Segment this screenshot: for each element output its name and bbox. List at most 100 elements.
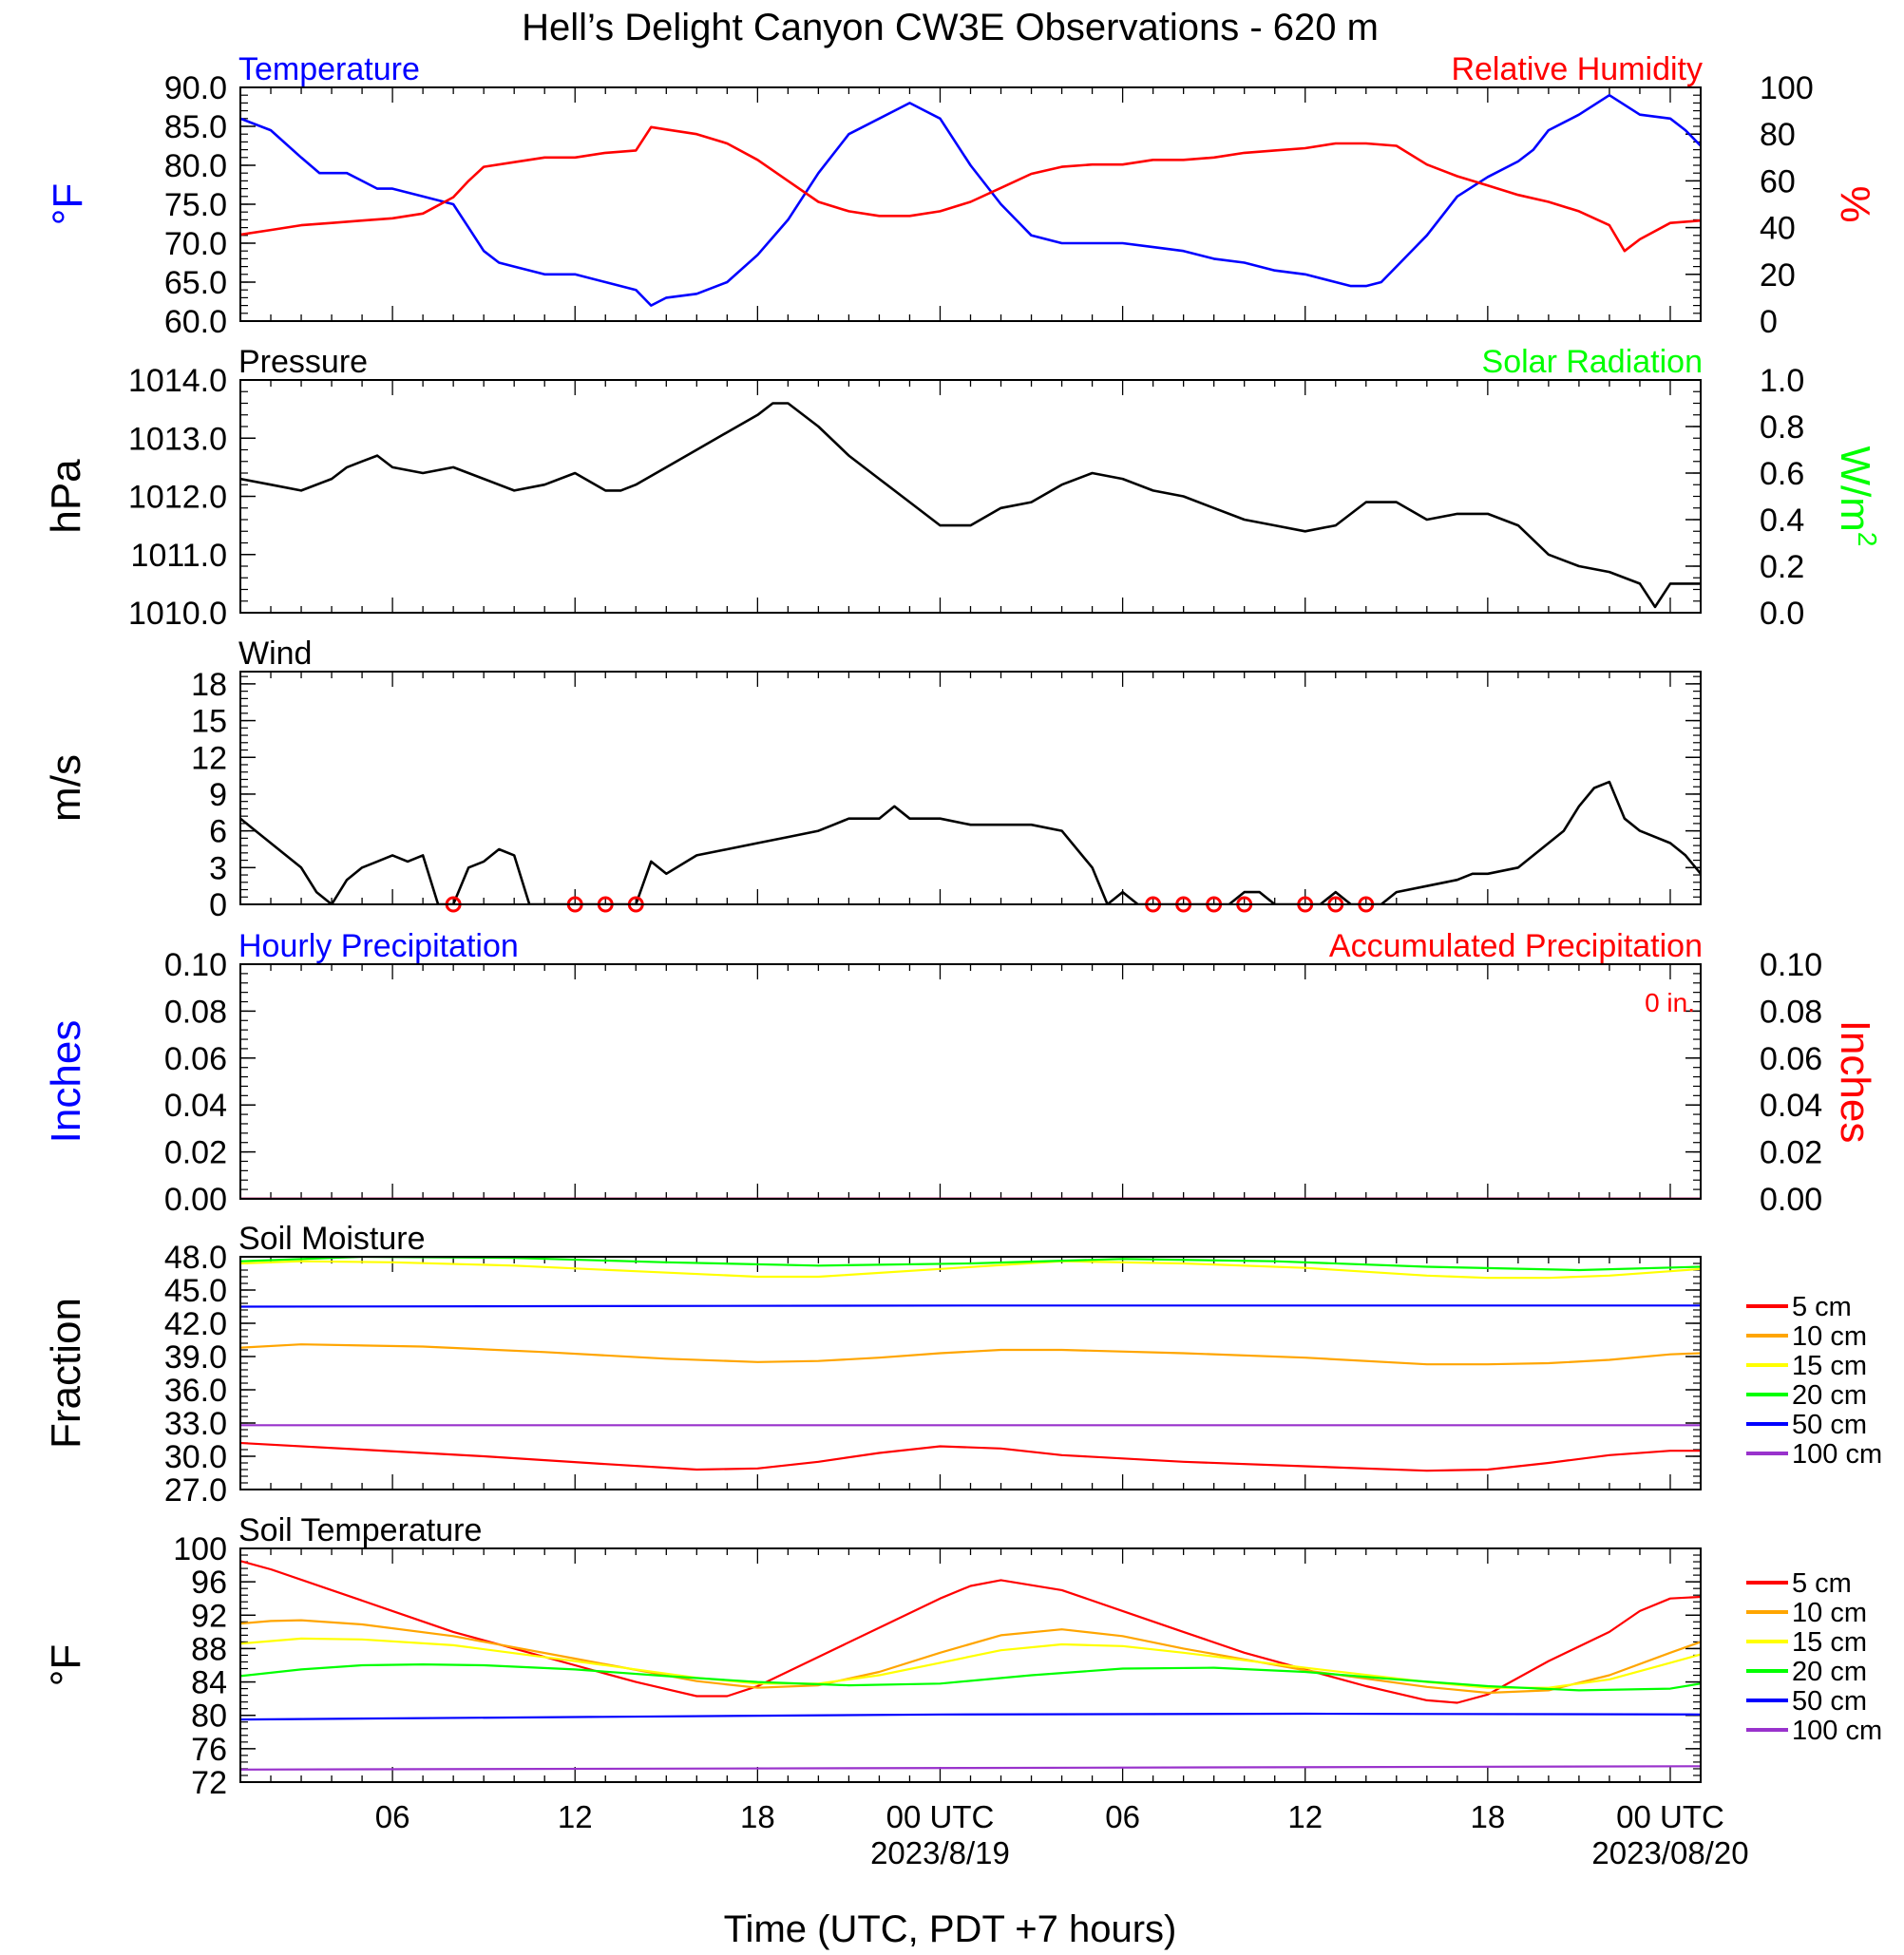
y-tick-label-right: 0.02 — [1760, 1135, 1822, 1171]
y-axis-label-right: % — [1832, 185, 1878, 222]
y-axis-label-left: hPa — [43, 459, 89, 534]
series-100-cm — [240, 1765, 1701, 1771]
legend-label: 100 cm — [1792, 1439, 1882, 1470]
y-tick-label-right: 0.6 — [1760, 456, 1804, 492]
y-tick-label-right: 0.10 — [1760, 947, 1822, 983]
y-tick-label-left: 80 — [191, 1699, 227, 1735]
y-tick-label-left: 42.0 — [164, 1306, 227, 1342]
y-tick-label-left: 70.0 — [164, 226, 227, 262]
y-axis-label-left: Fraction — [43, 1298, 89, 1449]
legend-label: 5 cm — [1792, 1568, 1852, 1599]
figure-title: Hell’s Delight Canyon CW3E Observations … — [522, 7, 1379, 48]
y-tick-label-left: 92 — [191, 1598, 227, 1634]
y-tick-label-left: 36.0 — [164, 1373, 227, 1409]
x-tick-label: 18 — [1470, 1799, 1505, 1834]
y-tick-label-right: 0.2 — [1760, 549, 1804, 585]
series-relative-humidity — [240, 125, 1701, 253]
y-tick-label-left: 1012.0 — [128, 480, 227, 516]
y-tick-label-left: 85.0 — [164, 109, 227, 145]
y-tick-label-left: 88 — [191, 1631, 227, 1667]
series-wind-speed — [240, 780, 1701, 904]
y-axis-label-right: W/m2 — [1832, 446, 1882, 547]
legend-label: 20 cm — [1792, 1657, 1867, 1687]
series-pressure — [240, 402, 1701, 609]
y-tick-label-left: 0 — [209, 887, 227, 923]
y-tick-label-right: 0.08 — [1760, 994, 1822, 1030]
legend-label: 50 cm — [1792, 1410, 1867, 1440]
panel-title-left: Soil Temperature — [238, 1512, 482, 1548]
y-axis-label-superscript: 2 — [1853, 532, 1882, 547]
y-tick-label-left: 1010.0 — [128, 596, 227, 632]
y-tick-label-right: 0.0 — [1760, 596, 1804, 632]
y-tick-label-left: 1014.0 — [128, 363, 227, 399]
panel-precip: 0.00 0.02 0.04 0.06 0.08 0.10 0.00 0.02 0.04 0.06… — [43, 928, 1878, 1218]
series-temperature — [240, 93, 1701, 307]
legend-label: 20 cm — [1792, 1380, 1867, 1411]
y-tick-label-left: 65.0 — [164, 265, 227, 301]
x-tick-label: 12 — [558, 1799, 593, 1834]
y-tick-label-left: 90.0 — [164, 70, 227, 106]
panel-pressure_solar: 1010.0 1011.0 1012.0 1013.0 1014.0 0.0 0.2 0.4 0… — [43, 344, 1882, 632]
y-tick-label-left: 1013.0 — [128, 421, 227, 457]
y-tick-label-right: 100 — [1760, 70, 1814, 106]
accumulated-total-label: 0 in. — [1645, 988, 1695, 1017]
series-5-cm — [240, 1441, 1701, 1472]
y-tick-label-left: 60.0 — [164, 304, 227, 340]
panel-temp_rh: 60.065.070.075.080.085.090.0 0 20 40 60 80 100… — [45, 51, 1878, 340]
y-tick-label-right: 0 — [1760, 304, 1778, 340]
y-tick-label-left: 76 — [191, 1732, 227, 1768]
plot-frame — [239, 1256, 1702, 1490]
plot-frame — [239, 379, 1702, 614]
plot-frame — [239, 963, 1702, 1200]
x-axis-label: Time (UTC, PDT +7 hours) — [724, 1908, 1177, 1950]
y-tick-label-left: 6 — [209, 814, 227, 850]
legend-label: 10 cm — [1792, 1598, 1867, 1628]
y-tick-label-left: 0.06 — [164, 1041, 227, 1077]
x-tick-label: 06 — [1105, 1799, 1140, 1834]
x-tick-label: 00 UTC — [1616, 1799, 1724, 1834]
legend-label: 100 cm — [1792, 1716, 1882, 1746]
y-tick-label-right: 20 — [1760, 257, 1796, 294]
y-tick-label-left: 75.0 — [164, 187, 227, 223]
series-10-cm — [240, 1343, 1701, 1366]
panel-title-right: Relative Humidity — [1451, 51, 1703, 87]
legend-label: 10 cm — [1792, 1321, 1867, 1352]
panel-title-right: Solar Radiation — [1482, 344, 1703, 380]
y-tick-label-right: 0.4 — [1760, 503, 1804, 539]
series-20-cm — [240, 1662, 1701, 1692]
y-tick-label-left: 33.0 — [164, 1406, 227, 1442]
y-tick-label-left: 72 — [191, 1765, 227, 1801]
y-tick-label-left: 39.0 — [164, 1339, 227, 1376]
panel-title-left: Soil Moisture — [238, 1221, 426, 1257]
y-tick-label-left: 0.04 — [164, 1088, 227, 1124]
y-axis-label-right-text: W/m — [1832, 446, 1878, 532]
y-tick-label-right: 0.04 — [1760, 1088, 1822, 1124]
y-tick-label-left: 30.0 — [164, 1439, 227, 1475]
y-tick-label-left: 0.10 — [164, 947, 227, 983]
y-axis-label-right: Inches — [1832, 1020, 1878, 1144]
panel-title-right: Accumulated Precipitation — [1329, 928, 1703, 964]
legend-label: 15 cm — [1792, 1627, 1867, 1658]
y-tick-label-left: 12 — [191, 740, 227, 776]
y-tick-label-right: 60 — [1760, 163, 1796, 199]
y-tick-label-left: 0.02 — [164, 1135, 227, 1171]
y-tick-label-right: 0.00 — [1760, 1182, 1822, 1218]
panel-soil_moisture: 27.030.033.036.039.042.045.048.0 Soil Moi… — [43, 1221, 1882, 1509]
plot-frame — [239, 86, 1702, 322]
panel-title-left: Temperature — [238, 51, 420, 87]
panel-title-left: Hourly Precipitation — [238, 928, 519, 964]
y-tick-label-left: 27.0 — [164, 1472, 227, 1509]
y-axis-label-right-text: % — [1832, 185, 1878, 222]
x-date-label: 2023/8/19 — [870, 1835, 1010, 1870]
series-10-cm — [240, 1619, 1701, 1695]
x-tick-label: 18 — [740, 1799, 775, 1834]
x-tick-label: 00 UTC — [886, 1799, 995, 1834]
y-tick-label-left: 48.0 — [164, 1240, 227, 1276]
series-50-cm — [240, 1304, 1701, 1308]
y-tick-label-left: 18 — [191, 667, 227, 703]
y-tick-label-left: 3 — [209, 850, 227, 886]
series-50-cm — [240, 1712, 1701, 1721]
x-tick-label: 06 — [375, 1799, 410, 1834]
